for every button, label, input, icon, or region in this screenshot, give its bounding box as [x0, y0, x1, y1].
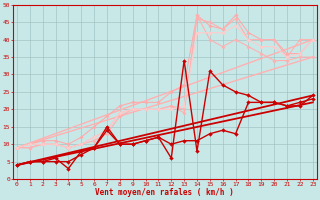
X-axis label: Vent moyen/en rafales ( km/h ): Vent moyen/en rafales ( km/h )	[95, 188, 234, 197]
